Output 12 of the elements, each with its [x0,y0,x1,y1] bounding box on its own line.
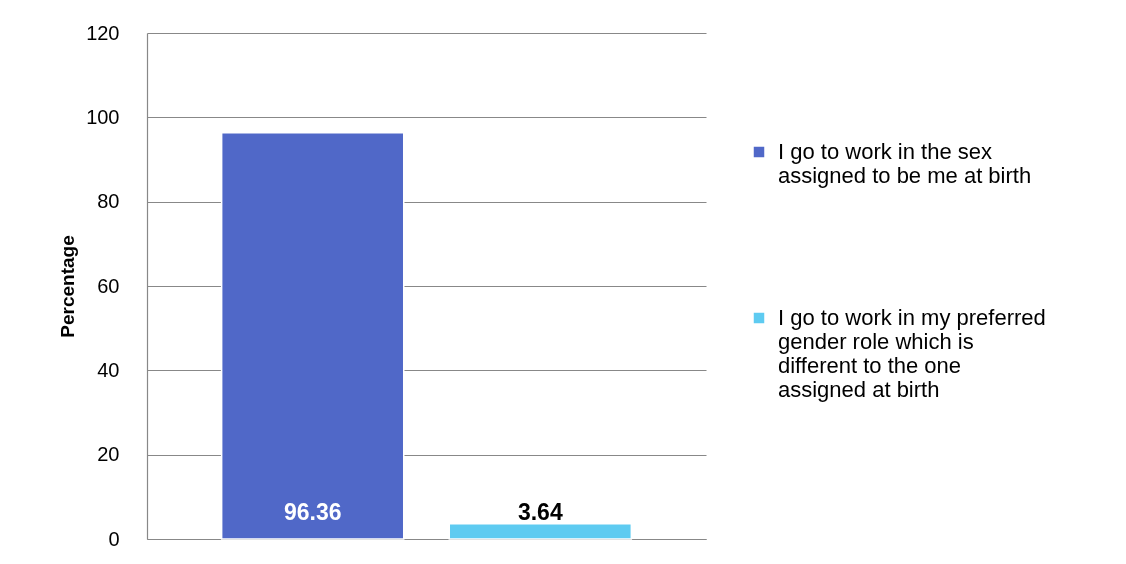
y-tick-label: 100 [86,105,120,128]
y-tick-label: 60 [97,274,120,297]
y-tick-label: 20 [97,443,120,466]
data-label: 3.64 [517,499,563,525]
y-tick-label: 80 [97,190,120,213]
legend-label: I go to work in the sex assigned to be me at birth [778,139,1032,188]
legend-label: I go to work in my preferred gender role which is different to the one assigned at birth [778,305,1046,402]
y-tick-label: 0 [108,527,120,550]
y-tick-label: 40 [97,358,120,381]
data-label: 96.36 [283,499,342,525]
y-tick-label: 120 [86,21,120,44]
y-axis-title: Percentage [57,235,79,338]
